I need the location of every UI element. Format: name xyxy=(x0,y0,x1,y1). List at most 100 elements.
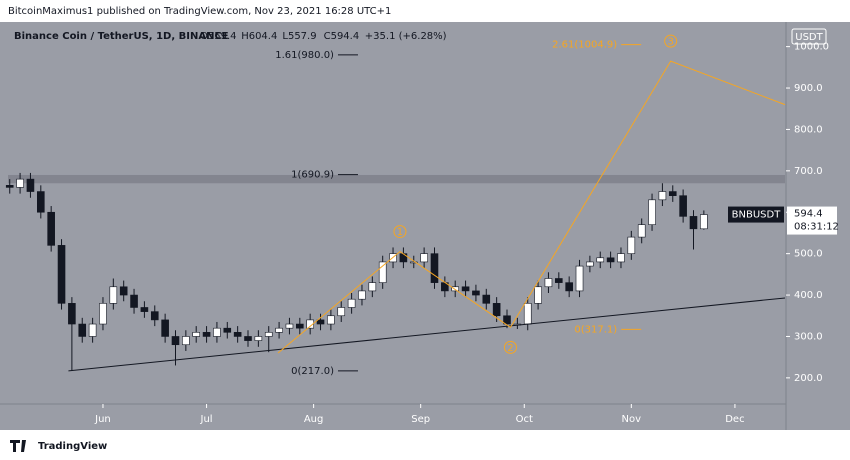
chart-bg xyxy=(0,22,850,430)
candle-body xyxy=(37,191,45,213)
candle-body xyxy=(316,319,325,325)
y-tick-label: 800.0 xyxy=(794,124,823,135)
y-tick-label: 500.0 xyxy=(794,249,823,260)
candle-body xyxy=(327,315,335,325)
wave-label: 3 xyxy=(668,37,674,48)
candle-body xyxy=(306,319,314,329)
y-tick-label: 200.0 xyxy=(794,373,823,384)
candle-body xyxy=(617,253,625,263)
y-tick-label: 400.0 xyxy=(794,290,823,301)
candle-body xyxy=(409,261,418,264)
wave-label: 2 xyxy=(507,343,513,354)
ohlc-value: C594.4 xyxy=(324,31,360,42)
ohlc-legend: O559.4 H604.4 L557.9 C594.4 +35.1 (+6.28%) xyxy=(200,31,447,42)
fib-label: 0(317.1) xyxy=(574,324,617,335)
candle-body xyxy=(150,311,159,321)
candle-body xyxy=(606,257,615,263)
candle-body xyxy=(451,286,460,292)
candle-body xyxy=(544,278,553,288)
y-tick-label: 900.0 xyxy=(794,83,823,94)
candle-body xyxy=(627,236,636,254)
fib-label: 1.61(980.0) xyxy=(275,50,334,61)
candle-body xyxy=(130,294,138,308)
x-tick-label: Jun xyxy=(94,414,111,425)
fib-label: 2.61(1004.9) xyxy=(552,40,617,51)
candle-body xyxy=(596,257,605,263)
candle-body xyxy=(202,332,211,337)
y-tick-label: 700.0 xyxy=(794,166,823,177)
resistance-zone xyxy=(8,174,785,184)
trendline xyxy=(68,297,786,372)
symbol: BNBUSDT xyxy=(732,210,782,221)
brand: TradingView xyxy=(38,441,107,452)
candle-body xyxy=(575,265,584,292)
symbol-tag xyxy=(728,206,784,223)
candle-body xyxy=(140,307,149,312)
wave-label: 1 xyxy=(397,227,403,238)
candle-body xyxy=(254,336,263,341)
candle-body xyxy=(492,303,501,317)
candle-body xyxy=(482,294,491,304)
candle-body xyxy=(119,286,128,296)
chart-title: Binance Coin / TetherUS, 1D, BINANCE xyxy=(14,31,229,42)
candle-body xyxy=(658,191,667,201)
countdown: 08:31:12 xyxy=(794,222,839,233)
candle-body xyxy=(399,253,408,263)
candle-body xyxy=(109,286,118,304)
candle-body xyxy=(182,336,190,346)
x-tick-label: Nov xyxy=(622,414,642,425)
candle-body xyxy=(430,253,439,283)
candle-body xyxy=(368,282,377,292)
candle-body xyxy=(264,332,273,337)
candle-body xyxy=(47,211,55,246)
candle-body xyxy=(586,261,594,267)
wave-label-circle xyxy=(393,225,407,239)
candle-body xyxy=(171,336,180,346)
ohlc-value: +35.1 (+6.28%) xyxy=(365,31,447,42)
candle-body xyxy=(534,286,542,304)
candle-body xyxy=(668,191,677,196)
publisher: BitcoinMaximus1 published on TradingView… xyxy=(8,6,391,17)
candle-body xyxy=(420,253,428,263)
candle-body xyxy=(472,290,480,296)
fib-label: 0(217.0) xyxy=(291,366,334,377)
candle-body xyxy=(565,282,573,292)
candle-body xyxy=(88,323,97,337)
candle-body xyxy=(213,327,221,337)
x-tick-label: Sep xyxy=(411,414,430,425)
ohlc-value: O559.4 xyxy=(200,31,237,42)
candle-body xyxy=(26,178,35,192)
candle-body xyxy=(5,185,14,188)
candle-body xyxy=(700,214,708,230)
candle-body xyxy=(161,319,169,337)
last-price: 594.4 xyxy=(794,209,823,220)
y-tick-label: 1000.0 xyxy=(794,42,829,53)
candle-body xyxy=(347,298,356,308)
candle-body xyxy=(296,323,304,329)
candle-body xyxy=(358,290,366,300)
fib-label: 1(690.9) xyxy=(291,170,334,181)
x-tick-label: Oct xyxy=(516,414,533,425)
currency-box xyxy=(791,28,827,45)
candle-body xyxy=(648,199,656,225)
wave-label-circle xyxy=(664,34,678,48)
candle-body xyxy=(223,327,232,333)
candle-body xyxy=(99,303,107,325)
brand-logo xyxy=(10,440,26,452)
candle-body xyxy=(555,278,563,283)
candle-body xyxy=(523,303,532,325)
price-tag xyxy=(787,206,837,235)
x-tick-label: Jul xyxy=(200,414,213,425)
candle-body xyxy=(689,216,698,230)
wave-label-circle xyxy=(503,340,517,354)
candle-body xyxy=(192,332,201,337)
candle-body xyxy=(57,245,66,304)
candle-body xyxy=(503,315,511,325)
candle-body xyxy=(233,332,242,337)
candle-body xyxy=(337,307,346,317)
candle-body xyxy=(16,178,24,188)
candle-body xyxy=(244,336,252,341)
ohlc-value: L557.9 xyxy=(282,31,316,42)
y-tick-label: 300.0 xyxy=(794,331,823,342)
